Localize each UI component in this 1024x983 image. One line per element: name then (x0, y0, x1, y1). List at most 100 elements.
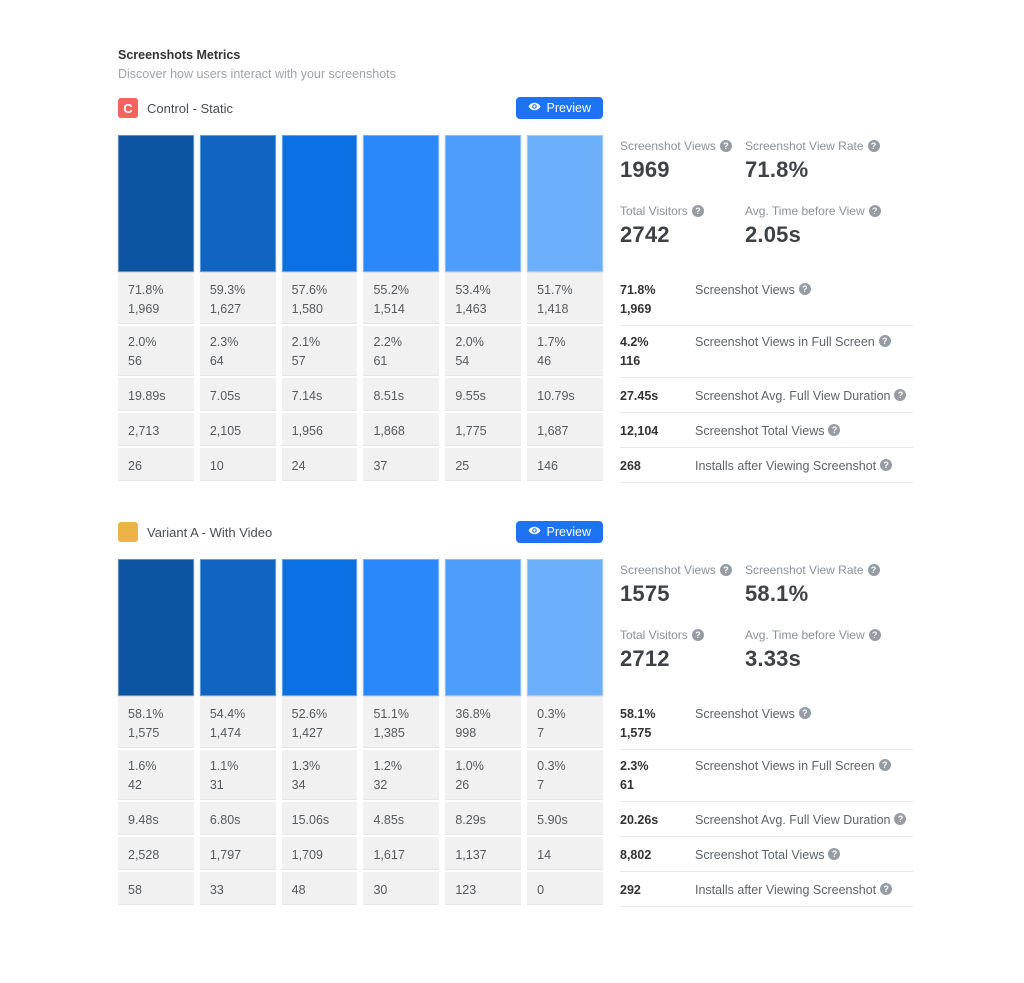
stat-screenshot-views: Screenshot Views? 1969 (620, 139, 745, 183)
stat-value: 2.05s (745, 222, 802, 247)
metric-cell: 1.0% 26 (445, 750, 522, 802)
screenshot-thumb-5 (445, 559, 522, 696)
screenshot-thumb-5 (445, 135, 522, 272)
summary-fullscreen-views: 2.3% 61 Screenshot Views in Full Screen? (620, 750, 913, 802)
metric-cell: 24 (281, 448, 358, 483)
metric-cell: 2,713 (118, 413, 194, 448)
metric-cell: 53.4% 1,463 (445, 274, 522, 326)
metric-cell: 5.90s (527, 802, 603, 837)
stat-value: 71.8% (745, 157, 809, 182)
screenshots-metrics-panel: Screenshots Metrics Discover how users i… (118, 48, 913, 907)
metric-cell: 1,617 (363, 837, 440, 872)
metric-cell: 33 (199, 872, 276, 907)
metric-cell: 51.7% 1,418 (527, 274, 603, 326)
stat-avg-time: Avg. Time before View? 2.05s (745, 204, 913, 248)
summary-installs: 292 Installs after Viewing Screenshot? (620, 872, 913, 907)
metric-cell: 48 (281, 872, 358, 907)
metric-cell: 15.06s (281, 802, 358, 837)
stat-screenshot-views: Screenshot Views? 1575 (620, 563, 745, 607)
help-icon[interactable]: ? (719, 564, 732, 576)
metric-cell: 57.6% 1,580 (281, 274, 358, 326)
row-installs: 58 33 48 30 123 0 (118, 872, 603, 907)
metric-cell: 1.3% 34 (281, 750, 358, 802)
metric-cell: 6.80s (199, 802, 276, 837)
metric-cell: 58 (118, 872, 194, 907)
preview-button-label: Preview (546, 525, 591, 539)
preview-button-label: Preview (546, 101, 591, 115)
metric-cell: 2,105 (199, 413, 276, 448)
help-icon[interactable]: ? (719, 140, 732, 152)
metric-cell: 14 (527, 837, 603, 872)
metric-cell: 2.0% 54 (445, 326, 522, 378)
metric-cell: 8.29s (445, 802, 522, 837)
metric-cell: 1.7% 46 (527, 326, 603, 378)
stat-value: 3.33s (745, 646, 802, 671)
preview-button[interactable]: Preview (515, 97, 603, 119)
metric-cell: 9.55s (445, 378, 522, 413)
screenshot-thumb-1 (118, 559, 194, 696)
metric-cell: 2,528 (118, 837, 194, 872)
metric-cell: 8.51s (363, 378, 440, 413)
help-icon[interactable]: ? (798, 707, 811, 719)
stat-value: 58.1% (745, 581, 809, 606)
help-icon[interactable]: ? (894, 389, 907, 401)
help-icon[interactable]: ? (880, 459, 893, 471)
row-fullscreen-views: 2.0% 56 2.3% 64 2.1% 57 2.2% 61 2.0% 54 1.7% 4… (118, 326, 603, 378)
help-icon[interactable]: ? (878, 759, 891, 771)
screenshot-thumb-6 (527, 559, 603, 696)
summary-avg-duration: 20.26s Screenshot Avg. Full View Duratio… (620, 802, 913, 837)
stat-value: 1969 (620, 157, 670, 182)
variant-section-control: C Control - Static Preview (118, 97, 913, 483)
metric-cell: 52.6% 1,427 (281, 698, 358, 750)
summary-installs: 268 Installs after Viewing Screenshot? (620, 448, 913, 483)
summary-avg-duration: 27.45s Screenshot Avg. Full View Duratio… (620, 378, 913, 413)
control-badge: C (118, 98, 138, 118)
metric-cell: 0.3% 7 (527, 698, 603, 750)
row-total-views: 2,528 1,797 1,709 1,617 1,137 14 (118, 837, 603, 872)
metric-cell: 2.2% 61 (363, 326, 440, 378)
metric-cell: 10 (199, 448, 276, 483)
stat-value: 1575 (620, 581, 670, 606)
metric-cell: 1,687 (527, 413, 603, 448)
help-icon[interactable]: ? (880, 883, 893, 895)
help-icon[interactable]: ? (691, 205, 704, 217)
metric-cell: 1,137 (445, 837, 522, 872)
row-total-views: 2,713 2,105 1,956 1,868 1,775 1,687 (118, 413, 603, 448)
help-icon[interactable]: ? (894, 813, 907, 825)
page-subtitle: Discover how users interact with your sc… (118, 67, 396, 81)
metric-cell: 26 (118, 448, 194, 483)
metric-cell: 1.2% 32 (363, 750, 440, 802)
help-icon[interactable]: ? (868, 205, 881, 217)
stat-total-visitors: Total Visitors? 2742 (620, 204, 745, 248)
variant-section-a: Variant A - With Video Preview (118, 521, 913, 907)
help-icon[interactable]: ? (691, 629, 704, 641)
metric-cell: 146 (527, 448, 603, 483)
variant-name: Variant A - With Video (147, 524, 273, 540)
help-icon[interactable]: ? (867, 140, 880, 152)
metric-cell: 2.3% 64 (199, 326, 276, 378)
metric-cell: 7.05s (199, 378, 276, 413)
screenshot-thumb-3 (281, 135, 358, 272)
stat-value: 2712 (620, 646, 670, 671)
stat-total-visitors: Total Visitors? 2712 (620, 628, 745, 672)
help-icon[interactable]: ? (828, 848, 841, 860)
help-icon[interactable]: ? (798, 283, 811, 295)
summary-screenshot-views: 58.1% 1,575 Screenshot Views? (620, 698, 913, 750)
stat-avg-time: Avg. Time before View? 3.33s (745, 628, 913, 672)
help-icon[interactable]: ? (878, 335, 891, 347)
row-fullscreen-views: 1.6% 42 1.1% 31 1.3% 34 1.2% 32 1.0% 26 0.3% 7 (118, 750, 603, 802)
metric-cell: 51.1% 1,385 (363, 698, 440, 750)
metric-cell: 59.3% 1,627 (199, 274, 276, 326)
preview-button[interactable]: Preview (515, 521, 603, 543)
help-icon[interactable]: ? (828, 424, 841, 436)
metric-cell: 1,956 (281, 413, 358, 448)
row-installs: 26 10 24 37 25 146 (118, 448, 603, 483)
row-avg-duration: 19.89s 7.05s 7.14s 8.51s 9.55s 10.79s (118, 378, 603, 413)
summary-fullscreen-views: 4.2% 116 Screenshot Views in Full Screen? (620, 326, 913, 378)
help-icon[interactable]: ? (867, 564, 880, 576)
metric-cell: 0.3% 7 (527, 750, 603, 802)
screenshot-thumb-2 (199, 559, 276, 696)
screenshot-thumbnails (118, 135, 603, 272)
metric-cell: 1,775 (445, 413, 522, 448)
help-icon[interactable]: ? (868, 629, 881, 641)
